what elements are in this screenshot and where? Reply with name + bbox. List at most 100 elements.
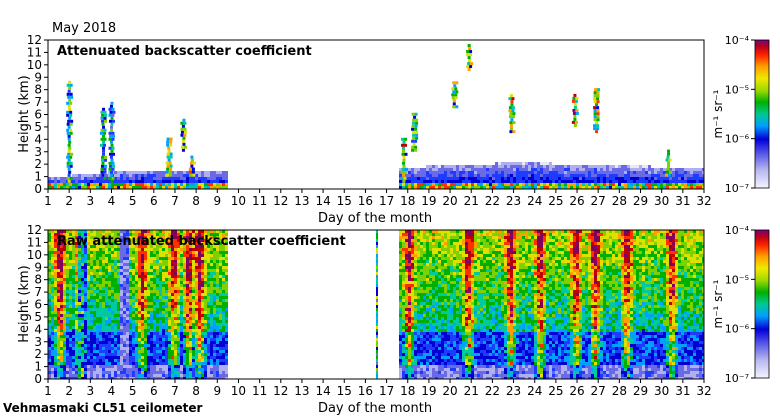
raw-backscatter-cell — [213, 293, 216, 296]
backscatter-cell — [549, 183, 552, 186]
raw-backscatter-cell — [411, 296, 414, 299]
raw-backscatter-cell — [135, 272, 138, 275]
backscatter-cell — [636, 177, 639, 180]
raw-backscatter-cell — [168, 332, 171, 335]
backscatter-cell — [579, 183, 582, 186]
raw-backscatter-cell — [405, 260, 408, 263]
backscatter-cell — [195, 183, 198, 186]
raw-backscatter-cell — [153, 260, 156, 263]
raw-backscatter-cell — [405, 353, 408, 356]
raw-backscatter-cell — [57, 344, 60, 347]
raw-backscatter-cell — [189, 347, 192, 350]
cloud-cell — [68, 146, 72, 150]
backscatter-cell — [585, 186, 588, 189]
backscatter-cell — [495, 186, 498, 189]
raw-backscatter-cell — [216, 230, 219, 233]
backscatter-cell — [81, 177, 84, 180]
raw-backscatter-cell — [57, 290, 60, 293]
backscatter-cell — [597, 180, 600, 183]
cloud-cell — [573, 114, 577, 118]
backscatter-cell — [612, 174, 615, 177]
raw-backscatter-cell — [84, 371, 87, 374]
raw-backscatter-cell — [420, 374, 423, 377]
raw-backscatter-cell — [216, 335, 219, 338]
raw-backscatter-cell — [78, 299, 81, 302]
raw-backscatter-cell — [180, 239, 183, 242]
raw-backscatter-cell — [174, 287, 177, 290]
raw-backscatter-cell — [99, 311, 102, 314]
raw-backscatter-cell — [144, 305, 147, 308]
raw-backscatter-cell — [123, 305, 126, 308]
backscatter-cell — [675, 183, 678, 186]
raw-backscatter-cell — [87, 371, 90, 374]
raw-backscatter-cell — [207, 362, 210, 365]
raw-backscatter-cell — [201, 314, 204, 317]
raw-backscatter-cell — [225, 272, 228, 275]
raw-backscatter-cell — [195, 266, 198, 269]
backscatter-cell — [423, 186, 426, 189]
backscatter-cell — [627, 177, 630, 180]
cloud-cell — [509, 112, 513, 116]
cloud-cell — [511, 109, 515, 113]
raw-backscatter-cell — [84, 305, 87, 308]
raw-backscatter-cell — [417, 275, 420, 278]
raw-backscatter-cell — [420, 308, 423, 311]
backscatter-cell — [153, 183, 156, 186]
raw-backscatter-cell — [420, 332, 423, 335]
raw-backscatter-cell — [51, 353, 54, 356]
raw-backscatter-cell — [135, 326, 138, 329]
raw-backscatter-cell — [216, 290, 219, 293]
raw-backscatter-cell — [189, 242, 192, 245]
raw-backscatter-cell — [195, 245, 198, 248]
cloud-cell — [402, 179, 406, 183]
raw-backscatter-cell — [147, 377, 150, 379]
backscatter-cell — [84, 177, 87, 180]
raw-backscatter-cell — [213, 344, 216, 347]
raw-backscatter-cell — [72, 338, 75, 341]
raw-backscatter-cell — [189, 311, 192, 314]
backscatter-cell — [660, 168, 663, 171]
raw-backscatter-cell — [417, 242, 420, 245]
raw-backscatter-cell — [417, 320, 420, 323]
backscatter-cell — [633, 165, 636, 168]
backscatter-cell — [672, 168, 675, 171]
cloud-cell — [69, 101, 73, 105]
raw-backscatter-cell — [186, 374, 189, 377]
raw-backscatter-cell — [108, 248, 111, 251]
raw-backscatter-cell — [204, 272, 207, 275]
raw-backscatter-cell — [93, 338, 96, 341]
raw-backscatter-cell — [72, 377, 75, 379]
backscatter-cell — [651, 168, 654, 171]
cloud-cell — [110, 143, 114, 147]
raw-backscatter-cell — [108, 236, 111, 239]
raw-backscatter-cell — [63, 371, 66, 374]
raw-backscatter-cell — [204, 260, 207, 263]
raw-backscatter-cell — [405, 278, 408, 281]
raw-backscatter-cell — [210, 329, 213, 332]
raw-backscatter-cell — [204, 329, 207, 332]
backscatter-cell — [468, 180, 471, 183]
raw-backscatter-cell — [126, 341, 129, 344]
raw-backscatter-cell — [420, 362, 423, 365]
raw-backscatter-cell — [117, 269, 120, 272]
raw-backscatter-cell — [102, 374, 105, 377]
backscatter-cell — [657, 186, 660, 189]
raw-backscatter-cell — [156, 239, 159, 242]
raw-backscatter-cell — [156, 281, 159, 284]
raw-backscatter-cell — [69, 233, 72, 236]
raw-backscatter-cell — [186, 299, 189, 302]
raw-backscatter-cell — [60, 272, 63, 275]
raw-backscatter-cell — [420, 236, 423, 239]
raw-backscatter-cell — [408, 287, 411, 290]
raw-backscatter-cell — [135, 353, 138, 356]
raw-backscatter-cell — [222, 266, 225, 269]
raw-backscatter-cell — [210, 314, 213, 317]
backscatter-cell — [210, 180, 213, 183]
raw-backscatter-cell — [195, 287, 198, 290]
backscatter-cell — [600, 174, 603, 177]
raw-backscatter-cell — [195, 263, 198, 266]
raw-backscatter-cell — [225, 350, 228, 353]
backscatter-cell — [483, 177, 486, 180]
cloud-cell — [593, 112, 597, 116]
raw-backscatter-cell — [147, 260, 150, 263]
